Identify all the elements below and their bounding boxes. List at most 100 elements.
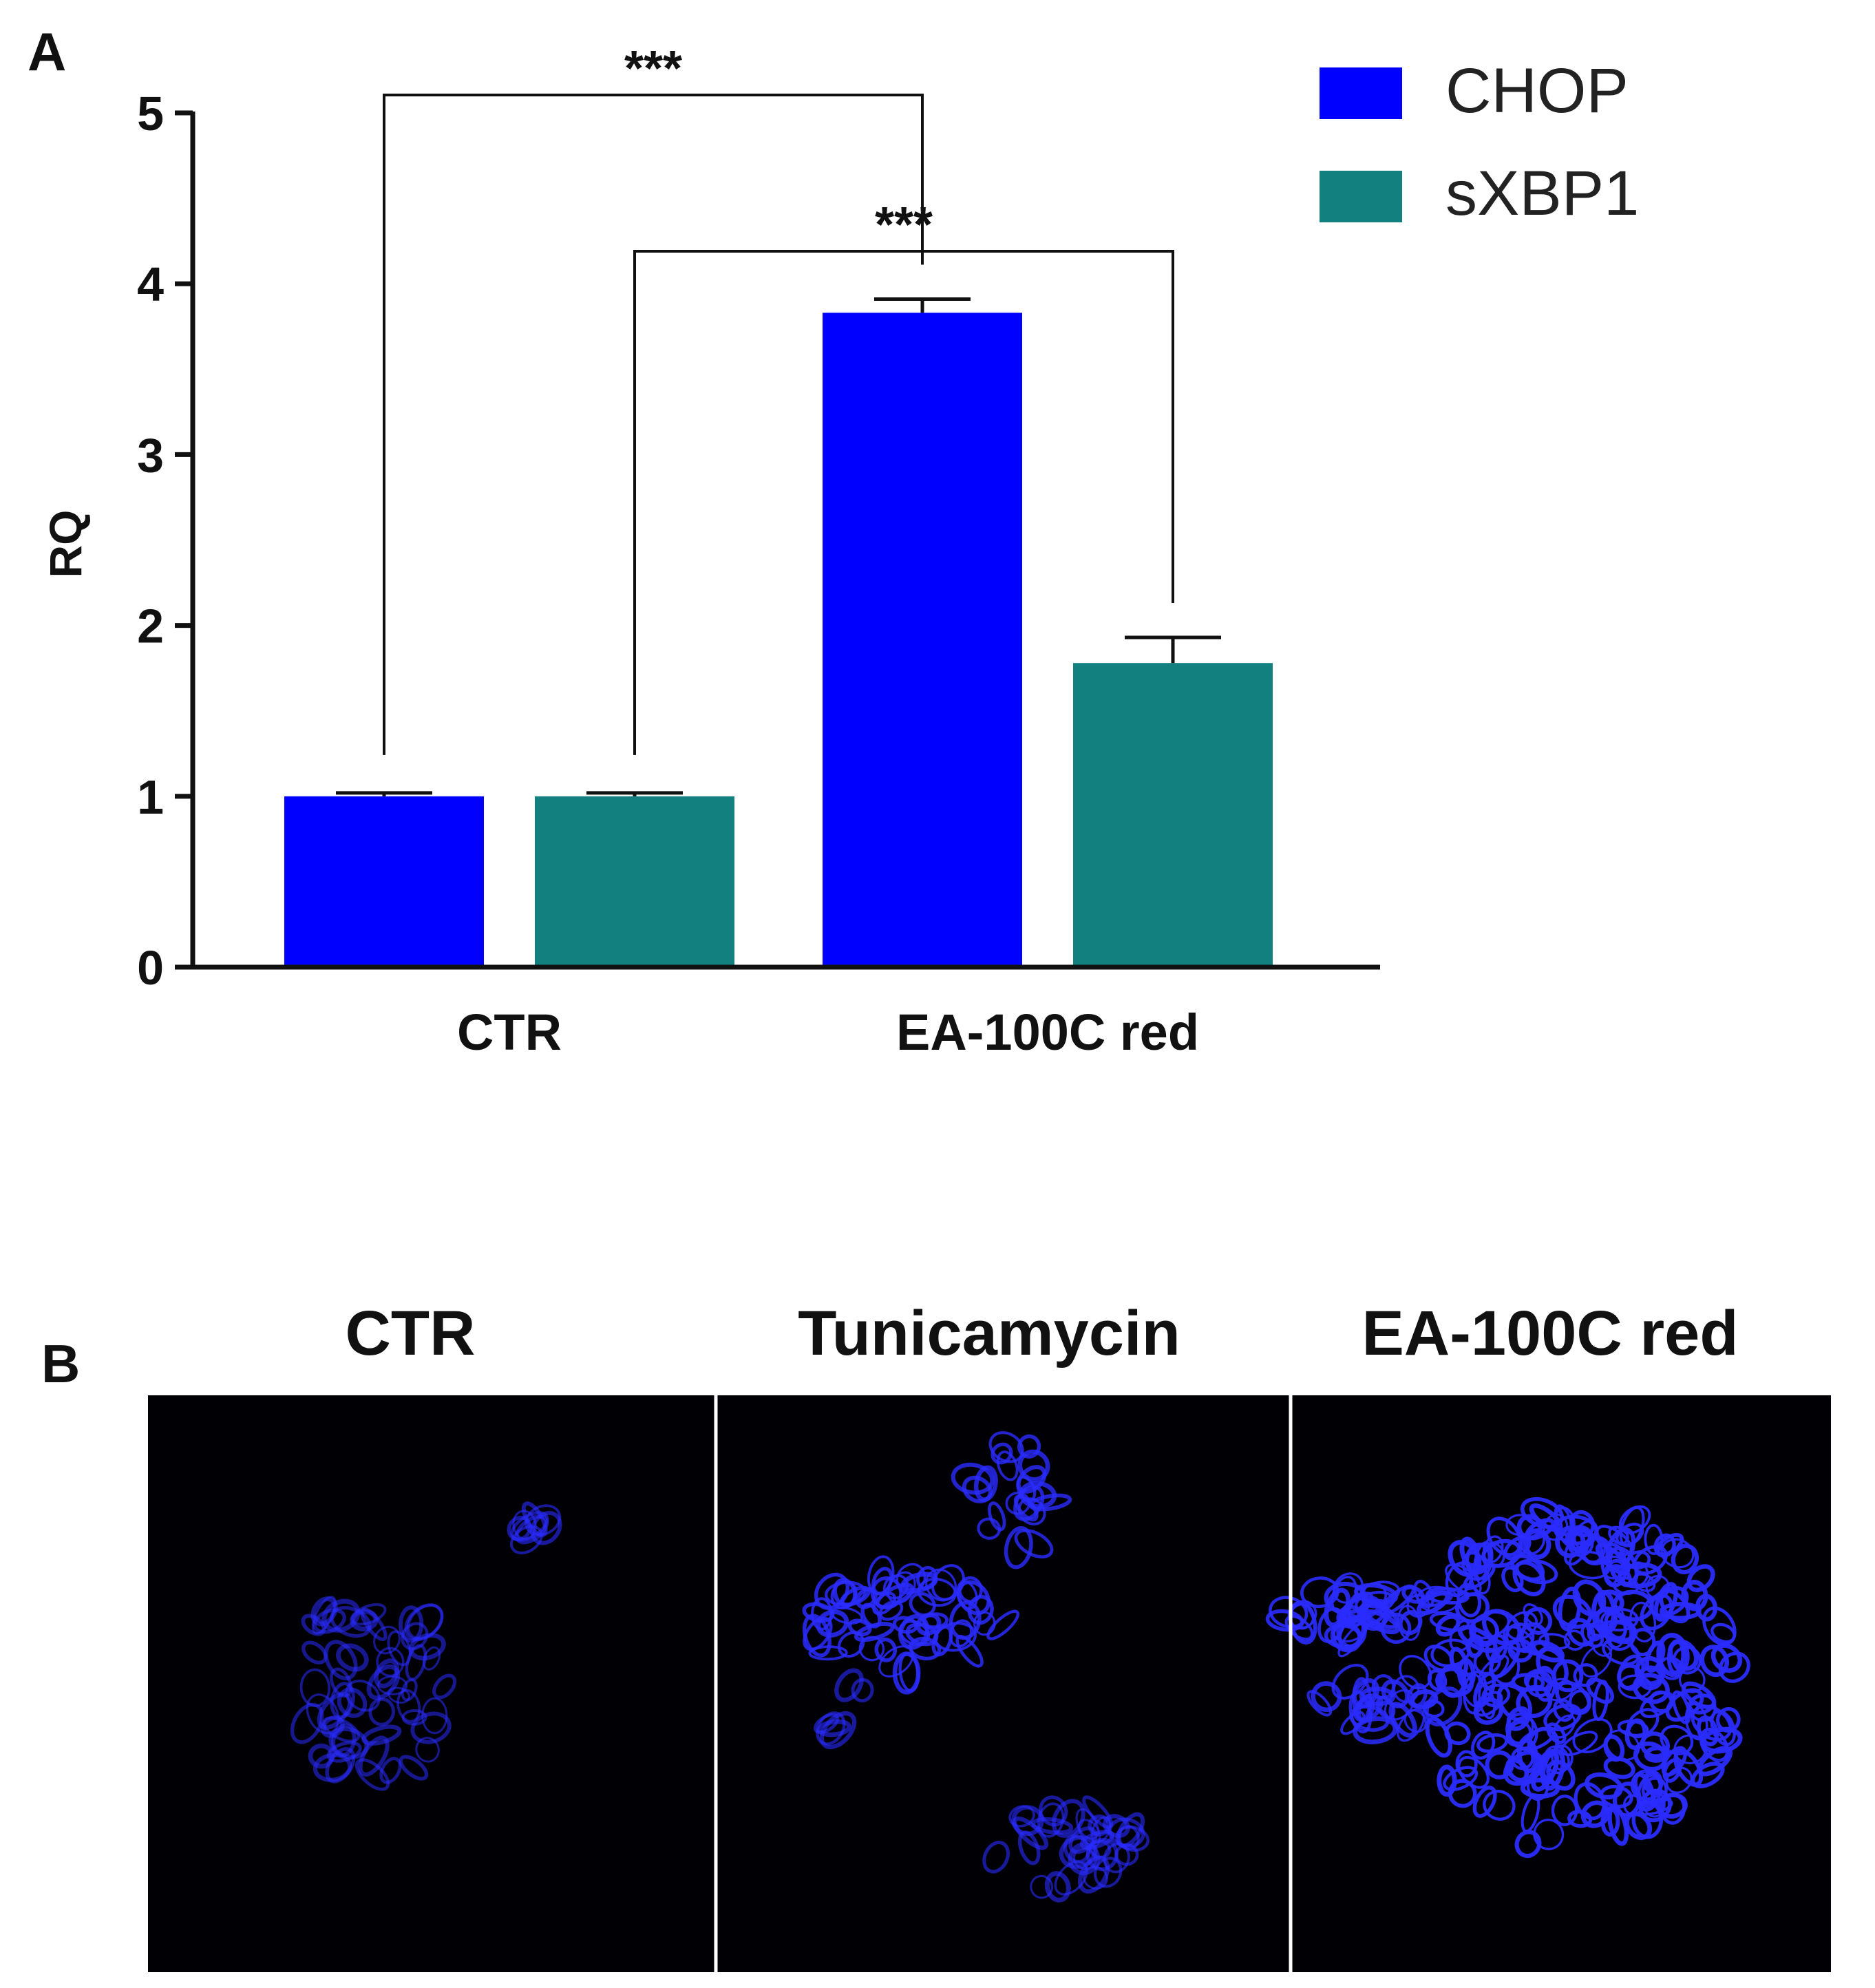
stained-cell — [1005, 1491, 1031, 1515]
stained-cell — [1718, 1651, 1750, 1683]
image-title-tunicamycin: Tunicamycin — [798, 1298, 1180, 1368]
stained-cell — [1665, 1766, 1693, 1794]
stained-cell — [1572, 1579, 1607, 1617]
stained-cell — [1483, 1790, 1516, 1821]
stained-cell — [1629, 1601, 1657, 1642]
stained-cell — [1529, 1503, 1563, 1532]
stained-cell — [1420, 1590, 1453, 1607]
stained-cell — [1448, 1779, 1477, 1808]
stained-cell — [1543, 1745, 1570, 1775]
stained-cell — [345, 1680, 381, 1712]
stained-cell — [432, 1673, 457, 1700]
x-tick-label: EA-100C red — [896, 1004, 1199, 1061]
stained-cell — [878, 1600, 904, 1621]
stained-cell — [312, 1753, 352, 1782]
stained-cell — [817, 1719, 852, 1737]
stained-cell — [1512, 1560, 1546, 1596]
stained-cell — [1715, 1706, 1741, 1733]
stained-cell — [1506, 1706, 1531, 1731]
stained-cell — [1324, 1624, 1362, 1649]
panel-b-label: B — [41, 1333, 80, 1394]
micrograph-ctr — [290, 1501, 562, 1791]
stained-cell — [306, 1693, 340, 1735]
stained-cell — [1702, 1606, 1737, 1646]
stained-cell — [1485, 1750, 1514, 1779]
stained-cell — [1686, 1564, 1715, 1592]
stained-cell — [1649, 1690, 1674, 1713]
panel-a-label: A — [28, 21, 66, 82]
stained-cell — [870, 1576, 903, 1609]
y-tick-label: 4 — [137, 257, 164, 311]
stained-cell — [816, 1609, 849, 1638]
stained-cell — [1469, 1616, 1500, 1647]
stained-cell — [1429, 1611, 1470, 1632]
stained-cell — [1004, 1525, 1033, 1569]
stained-cell — [1478, 1654, 1509, 1685]
legend-swatch-chop — [1320, 67, 1402, 119]
stained-cell — [1691, 1762, 1725, 1788]
stained-cell — [1463, 1563, 1496, 1591]
stained-cell — [360, 1607, 388, 1642]
stained-cell — [1659, 1602, 1702, 1620]
stained-cell — [956, 1580, 991, 1616]
y-axis-label: RQ — [40, 510, 91, 578]
stained-cell — [1560, 1731, 1598, 1757]
stained-cell — [996, 1450, 1019, 1481]
stained-cell — [802, 1614, 831, 1658]
stained-cell — [1014, 1528, 1054, 1559]
stained-cell — [401, 1622, 429, 1651]
stained-cell — [1306, 1690, 1333, 1717]
stained-cell — [1544, 1678, 1574, 1702]
stained-cell — [1443, 1766, 1479, 1791]
stained-cell — [324, 1640, 358, 1681]
bar-sxbp1-1 — [1073, 663, 1273, 967]
stained-cell — [908, 1636, 942, 1661]
stained-cell — [1660, 1538, 1695, 1569]
legend-swatch-sxbp1 — [1320, 171, 1402, 222]
stained-cell — [949, 1619, 973, 1648]
stained-cell — [851, 1678, 874, 1703]
stained-cell — [1563, 1530, 1591, 1566]
stained-cell — [512, 1510, 537, 1541]
stained-cell — [1430, 1638, 1471, 1667]
stained-cell — [1603, 1558, 1627, 1588]
y-tick-label: 2 — [137, 600, 164, 653]
stained-cell — [1399, 1655, 1432, 1690]
stained-cell — [361, 1724, 402, 1746]
stained-cell — [1486, 1516, 1523, 1557]
stained-cell — [1696, 1715, 1719, 1746]
stained-cell — [379, 1757, 402, 1784]
legend-label-chop: CHOP — [1445, 56, 1629, 126]
stained-cell — [1710, 1709, 1736, 1746]
y-tick-label: 0 — [137, 941, 164, 995]
y-tick-label: 3 — [137, 428, 164, 482]
stained-cell — [1505, 1611, 1538, 1640]
stained-cell — [802, 1602, 835, 1623]
significance-bracket — [633, 250, 1174, 755]
stained-cell — [1536, 1647, 1569, 1687]
stained-cell — [1573, 1520, 1598, 1550]
stained-cell — [986, 1609, 1019, 1640]
stained-cell — [387, 1686, 411, 1704]
stained-cell — [1558, 1586, 1582, 1631]
significance-label: *** — [875, 198, 933, 253]
stained-cell — [1472, 1786, 1497, 1818]
stained-cell — [399, 1755, 429, 1781]
stained-cell — [1633, 1772, 1655, 1809]
stained-cell — [387, 1630, 412, 1667]
stained-cell — [1533, 1819, 1565, 1850]
stained-cell — [925, 1568, 957, 1602]
stained-cell — [1054, 1860, 1088, 1896]
stained-cell — [1417, 1590, 1450, 1616]
stained-cell — [1580, 1644, 1612, 1678]
stained-cell — [1662, 1758, 1682, 1783]
stained-cell — [1672, 1646, 1702, 1675]
stained-cell — [415, 1737, 440, 1763]
stained-cell — [321, 1598, 361, 1633]
stained-cell — [951, 1462, 995, 1495]
stained-cell — [1616, 1664, 1644, 1691]
stained-cell — [1353, 1693, 1384, 1722]
stained-cell — [1044, 1871, 1071, 1903]
stained-cell — [1265, 1609, 1304, 1632]
